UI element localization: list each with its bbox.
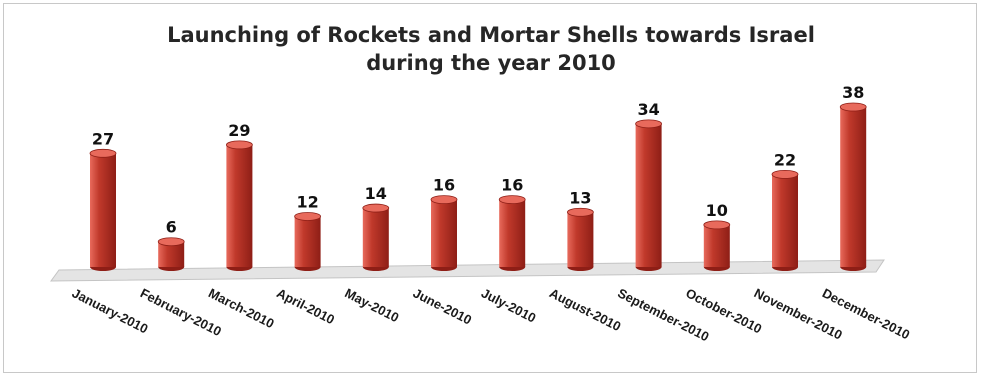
bar-September-2010 <box>635 119 662 271</box>
category-label: August-2010 <box>547 285 623 334</box>
bar-top <box>635 119 662 129</box>
bar-May-2010 <box>362 203 390 271</box>
bars-layer <box>89 102 867 271</box>
chart-title-line1: Launching of Rockets and Mortar Shells t… <box>167 23 815 47</box>
bar-body <box>226 144 253 267</box>
category-label: July-2010 <box>479 285 539 325</box>
category-label: May-2010 <box>342 285 401 325</box>
data-label: 16 <box>501 176 523 195</box>
bar-body <box>499 199 526 267</box>
category-label: January-2010 <box>70 285 151 336</box>
bar-top <box>567 207 594 217</box>
bar-top <box>771 169 799 179</box>
bar-top <box>362 203 390 213</box>
data-label: 27 <box>92 129 114 148</box>
bar-body <box>431 199 457 267</box>
data-label: 22 <box>774 150 796 169</box>
data-label: 14 <box>365 184 387 203</box>
data-label: 34 <box>637 100 659 119</box>
bar-body <box>294 216 321 267</box>
bar-body <box>635 123 662 267</box>
bar-top <box>225 140 253 150</box>
bar-body <box>567 212 594 267</box>
bar-top <box>498 195 526 205</box>
bar-January-2010 <box>89 148 117 271</box>
data-label: 38 <box>842 83 864 102</box>
bar-August-2010 <box>567 207 594 271</box>
data-label: 12 <box>296 192 318 211</box>
bar-body <box>840 107 867 267</box>
bar-body <box>703 224 730 267</box>
bar-chart: Launching of Rockets and Mortar Shells t… <box>50 23 913 344</box>
category-labels-layer: January-2010February-2010March-2010April… <box>70 285 913 344</box>
bar-body <box>90 153 116 267</box>
value-labels-layer: 27 6 29 12 14 16 16 13 34 10 22 38 <box>92 83 864 237</box>
bar-December-2010 <box>839 102 867 271</box>
data-label: 10 <box>706 201 728 220</box>
bar-July-2010 <box>498 195 526 271</box>
bar-February-2010 <box>157 237 185 271</box>
bar-top <box>703 220 731 230</box>
bar-June-2010 <box>430 195 458 271</box>
bar-October-2010 <box>703 220 731 271</box>
bar-body <box>362 208 389 267</box>
bar-top <box>157 237 185 247</box>
bar-top <box>839 102 867 112</box>
data-label: 13 <box>569 188 591 207</box>
category-label: April-2010 <box>274 285 337 327</box>
data-label: 29 <box>228 121 250 140</box>
bar-top <box>430 195 458 205</box>
chart-title-line2: during the year 2010 <box>366 51 616 75</box>
category-label: June-2010 <box>411 285 474 327</box>
data-label: 16 <box>433 176 455 195</box>
data-label: 6 <box>166 218 177 237</box>
bar-top <box>89 148 117 158</box>
bar-body <box>772 174 798 267</box>
chart-floor <box>50 259 885 282</box>
bar-top <box>294 212 322 221</box>
bar-March-2010 <box>225 140 253 271</box>
bar-April-2010 <box>294 212 322 271</box>
bar-November-2010 <box>771 169 799 271</box>
chart-frame: Launching of Rockets and Mortar Shells t… <box>3 3 977 373</box>
